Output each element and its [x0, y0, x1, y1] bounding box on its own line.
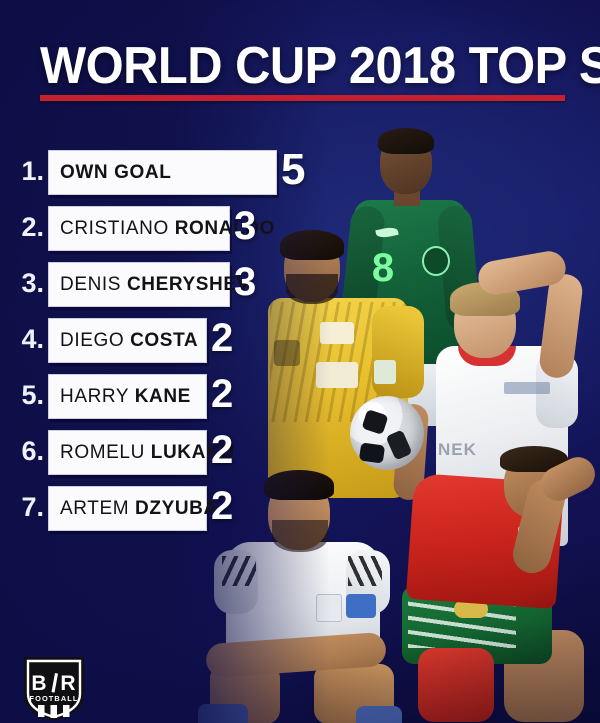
goal-count: 3 [234, 260, 257, 304]
ball-panel [358, 442, 386, 464]
player-name-bar: ARTEM DZYUBA [48, 486, 217, 531]
australia-patch-lower [316, 362, 358, 388]
photo-morocco-player [400, 446, 600, 723]
player-name-bar: OWN GOAL [48, 150, 277, 195]
list-item[interactable]: 1. OWN GOAL 5 [0, 145, 320, 204]
nigeria-hair [378, 128, 434, 154]
rank-number: 7. [21, 492, 44, 522]
rank-number: 1. [21, 156, 44, 186]
player-first-name: CRISTIANO [60, 217, 175, 239]
rank-number: 2. [21, 212, 44, 242]
egypt-crest-icon [316, 594, 342, 622]
player-name-bar: DIEGO COSTA [48, 318, 207, 363]
egypt-sock-left [198, 704, 248, 723]
list-item[interactable]: 6. ROMELU LUKAKU 2 [0, 428, 320, 484]
player-name: CRISTIANO RONALDO [49, 218, 275, 240]
page-title: WORLD CUP 2018 TOP SCORERS [40, 35, 600, 95]
list-item[interactable]: 5. HARRY KANE 2 [0, 372, 320, 428]
fifa-badge-icon [374, 360, 396, 384]
rank-number: 3. [21, 268, 44, 298]
goal-count: 2 [211, 484, 234, 528]
player-last-name: DZYUBA [135, 497, 218, 519]
list-item[interactable]: 7. ARTEM DZYUBA 2 [0, 484, 320, 540]
goal-count: 2 [211, 316, 234, 360]
player-last-name: RONALDO [174, 217, 275, 239]
goal-count: 3 [234, 204, 257, 248]
goal-count: 2 [211, 428, 234, 472]
shield-icon: B R FOOTBALL [24, 657, 84, 721]
poland-sponsor-print [504, 382, 550, 394]
player-name: ARTEM DZYUBA [49, 498, 218, 520]
adidas-stripes-left [222, 556, 256, 586]
player-first-name: DIEGO [60, 329, 131, 351]
player-name-bar: ROMELU LUKAKU [48, 430, 234, 475]
svg-text:FOOTBALL: FOOTBALL [29, 694, 78, 703]
australia-sleeve [372, 306, 424, 398]
br-football-logo[interactable]: B R FOOTBALL [22, 655, 86, 723]
goal-count: 5 [281, 145, 306, 194]
player-last-name: OWN GOAL [60, 161, 172, 183]
player-first-name: HARRY [60, 385, 135, 407]
egypt-sock-right [356, 706, 402, 723]
top-scorers-list: 1. OWN GOAL 5 2. CRISTIANO RONALDO 3 3. … [0, 145, 320, 540]
list-item[interactable]: 3. DENIS CHERYSHEV 3 [0, 260, 320, 316]
rank-number: 4. [21, 324, 44, 354]
morocco-leg-left [418, 648, 494, 722]
player-name: ROMELU LUKAKU [49, 442, 235, 464]
australia-patch-upper [320, 322, 354, 344]
title-underline-rule [40, 95, 565, 101]
player-last-name: CHERYSHEV [126, 273, 250, 295]
goal-count: 2 [211, 372, 234, 416]
player-last-name: KANE [134, 385, 191, 407]
player-name-bar: CRISTIANO RONALDO [48, 206, 274, 251]
svg-text:R: R [60, 672, 75, 695]
player-first-name: DENIS [60, 273, 127, 295]
player-name-bar: HARRY KANE [48, 374, 207, 419]
player-first-name: ROMELU [60, 441, 151, 463]
player-name: OWN GOAL [49, 162, 171, 184]
player-first-name: ARTEM [60, 497, 136, 519]
player-last-name: COSTA [130, 329, 199, 351]
player-name: HARRY KANE [49, 386, 191, 408]
adidas-stripes-right [348, 556, 382, 586]
rank-number: 5. [21, 380, 44, 410]
svg-text:B: B [31, 672, 46, 695]
captain-armband [346, 594, 376, 618]
player-name: DENIS CHERYSHEV [49, 274, 250, 296]
player-name: DIEGO COSTA [49, 330, 198, 352]
rank-number: 6. [21, 436, 44, 466]
list-item[interactable]: 2. CRISTIANO RONALDO 3 [0, 204, 320, 260]
player-last-name: LUKAKU [150, 441, 235, 463]
list-item[interactable]: 4. DIEGO COSTA 2 [0, 316, 320, 372]
poland-arm-lower [537, 272, 585, 380]
player-name-bar: DENIS CHERYSHEV [48, 262, 249, 307]
